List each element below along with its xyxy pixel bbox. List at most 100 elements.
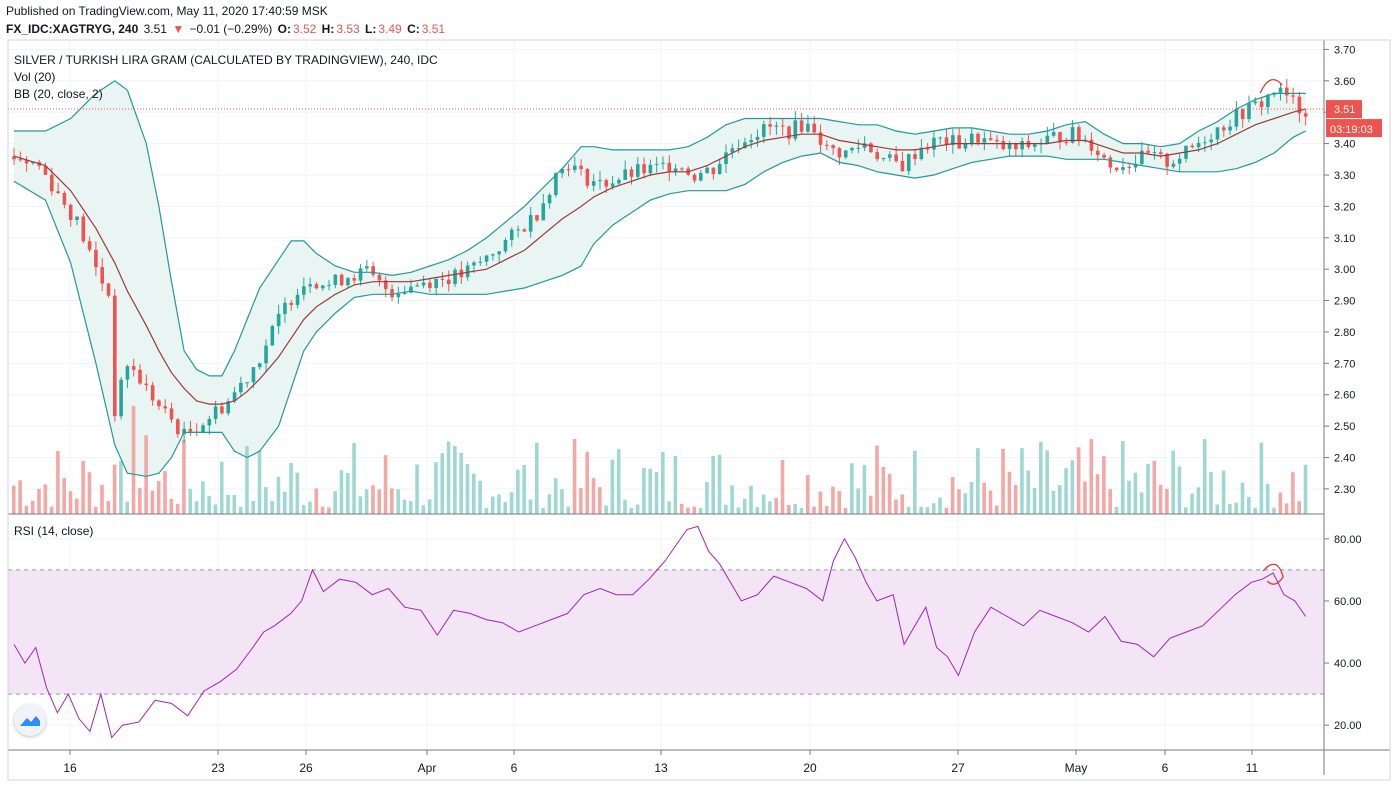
volume-bar: [1278, 492, 1283, 514]
volume-bar: [616, 449, 621, 514]
candle-body: [257, 363, 262, 368]
volume-bar: [434, 462, 438, 514]
volume-bar: [144, 435, 148, 514]
candle-body: [1203, 142, 1207, 144]
candle-body: [610, 183, 615, 187]
tradingview-logo-button[interactable]: [14, 704, 46, 736]
volume-bar: [257, 450, 262, 514]
volume-bar: [377, 489, 382, 514]
volume-bar: [698, 507, 703, 514]
volume-bar: [1297, 501, 1301, 514]
symbol: FX_IDC:XAGTRYG, 240: [6, 22, 139, 36]
volume-bar: [1234, 502, 1238, 514]
candle-body: [169, 408, 174, 420]
volume-bar: [358, 496, 363, 514]
candle-body: [239, 382, 243, 393]
candle-body: [201, 425, 205, 433]
candle-body: [1014, 143, 1018, 150]
volume-bar: [755, 507, 760, 514]
candle-body: [75, 216, 79, 220]
countdown-tag: [1326, 119, 1382, 138]
bollinger-lower-line: [13, 130, 1306, 477]
volume-bar: [245, 446, 249, 514]
candle-body: [787, 126, 791, 139]
volume-bar: [1051, 490, 1056, 514]
volume-bar: [724, 504, 728, 514]
volume-bar: [711, 455, 716, 514]
volume-bar: [49, 506, 54, 514]
volume-bar: [982, 482, 986, 514]
rsi-band-fill: [8, 569, 1324, 695]
volume-bar: [408, 501, 413, 514]
candle-body: [629, 169, 634, 177]
candle-body: [207, 419, 212, 426]
volume-bar: [219, 461, 224, 514]
volume-bar: [673, 455, 678, 514]
candle-body: [881, 157, 886, 160]
candle-body: [302, 286, 306, 295]
volume-bar: [264, 487, 268, 514]
volume-bar: [963, 493, 968, 514]
candle-body: [1209, 139, 1213, 143]
volume-bar: [446, 441, 451, 514]
volume-bar: [818, 491, 823, 514]
x-tick-label: 20: [803, 761, 817, 775]
volume-bar: [18, 480, 22, 514]
volume-bar: [623, 499, 627, 514]
open-value: 3.52: [292, 22, 317, 36]
volume-bar: [1127, 480, 1131, 514]
volume-bar: [1114, 506, 1119, 514]
volume-bar: [1228, 503, 1232, 514]
candle-body: [503, 240, 508, 252]
rsi-pane: [8, 525, 1324, 739]
candle-body: [346, 278, 350, 286]
volume-bar: [686, 507, 690, 514]
candle-body: [818, 132, 823, 145]
candle-body: [1032, 144, 1037, 147]
candle-body: [383, 280, 388, 290]
volume-bar: [787, 505, 791, 514]
candle-body: [755, 136, 760, 141]
volume-bar: [339, 470, 344, 514]
volume-bar: [471, 473, 476, 514]
volume-bar: [509, 492, 514, 514]
candle-body: [1077, 127, 1081, 141]
volume-bar: [919, 506, 923, 514]
volume-bar: [43, 484, 48, 514]
volume-bar: [831, 486, 835, 514]
rsi-y-tick-label: 40.00: [1334, 658, 1362, 670]
volume-bar: [81, 460, 85, 514]
bollinger-band-fill: [14, 80, 1306, 477]
volume-bar: [881, 466, 886, 514]
volume-bar: [875, 445, 879, 514]
volume-bar: [528, 499, 533, 514]
candle-body: [365, 266, 369, 269]
candle-body: [762, 124, 766, 137]
volume-bar: [560, 489, 564, 514]
bollinger-upper-line: [14, 80, 1306, 377]
volume-bar: [238, 506, 243, 514]
rsi-annotation-circle: [1262, 563, 1284, 585]
axes: 3.703.603.503.403.303.203.103.002.902.80…: [7, 39, 1391, 781]
volume-bar: [503, 502, 508, 514]
candle-body: [56, 191, 60, 193]
candle-body: [919, 147, 924, 160]
candle-body: [1140, 150, 1144, 164]
candle-body: [717, 164, 722, 175]
candle-body: [566, 169, 571, 171]
volume-bar: [333, 491, 337, 514]
y-tick-label: 2.50: [1334, 421, 1355, 433]
candle-body: [119, 379, 123, 417]
volume-bar: [793, 504, 797, 514]
candle-body: [12, 156, 16, 160]
candle-body: [856, 147, 861, 149]
volume-bar: [553, 478, 558, 514]
candle-body: [1303, 113, 1308, 117]
candle-body: [440, 278, 445, 280]
candle-body: [743, 142, 747, 149]
candle-body: [465, 265, 470, 278]
high-label: H:: [321, 22, 335, 36]
candle-body: [1089, 139, 1094, 151]
candle-body: [560, 169, 564, 174]
volume-bar: [87, 472, 92, 514]
